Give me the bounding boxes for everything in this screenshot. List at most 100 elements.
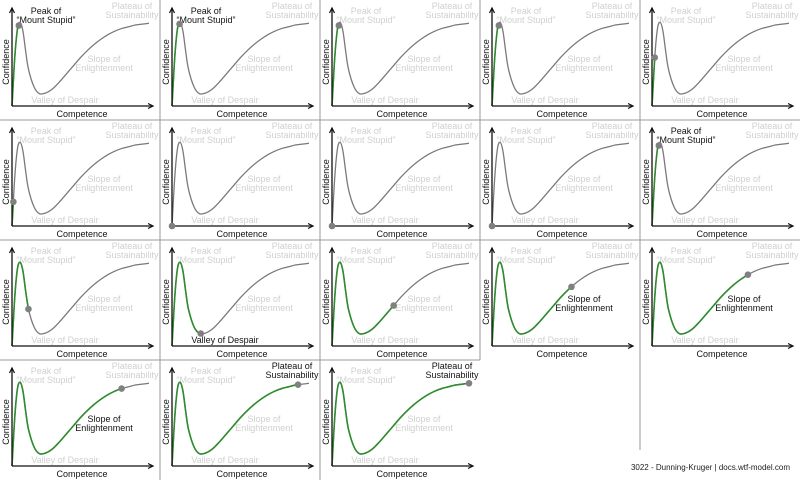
position-marker [390, 302, 397, 309]
progress-curve [491, 261, 572, 347]
y-axis-arrow-icon [168, 126, 176, 134]
x-axis-arrow-icon [307, 462, 315, 470]
stage-label-peak: Peak of “Mount Stupid” [16, 6, 75, 25]
panel-1: Peak of “Mount Stupid” Valley of Despair Sl… [1, 1, 159, 119]
x-axis-title: Competence [376, 469, 427, 479]
position-marker [10, 198, 17, 206]
stage-label-slope: Slope of Enlightenment [555, 174, 613, 193]
panel-17: Peak of “Mount Stupid” Valley of Despair Sl… [161, 361, 319, 479]
x-axis-arrow-icon [787, 342, 795, 350]
stage-label-valley: Valley of Despair [31, 455, 98, 465]
progress-curve [171, 381, 299, 467]
stage-label-peak: Peak of “Mount Stupid” [176, 246, 235, 265]
progress-curve [331, 261, 395, 347]
y-axis-title: Confidence [161, 159, 171, 205]
x-axis-arrow-icon [467, 462, 475, 470]
progress-curve [11, 24, 20, 107]
y-axis-arrow-icon [328, 126, 336, 134]
position-marker [176, 20, 183, 28]
x-axis-arrow-icon [147, 222, 155, 230]
stage-label-plateau: Plateau of Sustainability [425, 361, 479, 380]
stage-label-valley: Valley of Despair [351, 215, 418, 225]
stage-label-plateau: Plateau of Sustainability [265, 1, 319, 20]
x-axis-title: Competence [376, 229, 427, 239]
stage-label-peak: Peak of “Mount Stupid” [336, 366, 395, 385]
stage-label-peak: Peak of “Mount Stupid” [336, 246, 395, 265]
progress-curve [11, 261, 30, 347]
stage-label-plateau: Plateau of Sustainability [425, 1, 479, 20]
position-marker [495, 22, 503, 29]
stage-label-peak: Peak of “Mount Stupid” [656, 246, 715, 265]
x-axis-arrow-icon [307, 222, 315, 230]
y-axis-arrow-icon [328, 246, 336, 254]
confidence-curve [651, 21, 790, 107]
x-axis-title: Competence [536, 109, 587, 119]
x-axis-arrow-icon [147, 462, 155, 470]
stage-label-plateau: Plateau of Sustainability [585, 121, 639, 140]
stage-label-valley: Valley of Despair [671, 335, 738, 345]
stage-label-valley: Valley of Despair [511, 215, 578, 225]
stage-label-valley: Valley of Despair [511, 95, 578, 105]
stage-label-slope: Slope of Enlightenment [75, 54, 133, 73]
position-marker [294, 381, 302, 388]
x-axis-title: Competence [56, 229, 107, 239]
position-marker [488, 222, 496, 230]
position-marker [25, 305, 32, 313]
panel-11: Peak of “Mount Stupid” Valley of Despair Sl… [1, 241, 159, 359]
stage-label-slope: Slope of Enlightenment [235, 54, 293, 73]
y-axis-arrow-icon [488, 246, 496, 254]
y-axis-arrow-icon [648, 6, 656, 14]
stage-label-valley: Valley of Despair [351, 335, 418, 345]
x-axis-arrow-icon [627, 102, 635, 110]
confidence-curve [11, 21, 150, 107]
x-axis-arrow-icon [627, 222, 635, 230]
x-axis-arrow-icon [467, 222, 475, 230]
stage-label-slope: Slope of Enlightenment [395, 54, 453, 73]
stage-label-slope: Slope of Enlightenment [235, 294, 293, 313]
stage-label-plateau: Plateau of Sustainability [585, 1, 639, 20]
y-axis-arrow-icon [168, 366, 176, 374]
stage-label-peak: Peak of “Mount Stupid” [16, 366, 75, 385]
x-axis-arrow-icon [627, 342, 635, 350]
y-axis-title: Confidence [641, 159, 651, 205]
stage-label-peak: Peak of “Mount Stupid” [176, 6, 235, 25]
progress-curve [491, 24, 500, 107]
confidence-curve [491, 21, 630, 107]
stage-label-slope: Slope of Enlightenment [395, 294, 453, 313]
confidence-curve [331, 21, 470, 107]
y-axis-title: Confidence [161, 399, 171, 445]
stage-label-slope: Slope of Enlightenment [715, 174, 773, 193]
stage-label-valley: Valley of Despair [671, 215, 738, 225]
stage-label-plateau: Plateau of Sustainability [105, 361, 159, 380]
y-axis-arrow-icon [8, 246, 16, 254]
stage-label-valley: Valley of Despair [191, 215, 258, 225]
stage-label-peak: Peak of “Mount Stupid” [656, 126, 715, 145]
progress-curve [651, 144, 660, 227]
y-axis-title: Confidence [1, 39, 11, 85]
panel-4: Peak of “Mount Stupid” Valley of Despair Sl… [481, 1, 639, 119]
x-axis-title: Competence [536, 349, 587, 359]
stage-label-slope: Slope of Enlightenment [395, 414, 453, 433]
stage-label-slope: Slope of Enlightenment [75, 174, 133, 193]
stage-label-slope: Slope of Enlightenment [715, 54, 773, 73]
stage-label-plateau: Plateau of Sustainability [265, 361, 319, 380]
position-marker [15, 22, 23, 29]
stage-label-valley: Valley of Despair [511, 335, 578, 345]
position-marker [651, 54, 659, 61]
x-axis-arrow-icon [147, 342, 155, 350]
stage-label-plateau: Plateau of Sustainability [745, 121, 799, 140]
y-axis-arrow-icon [168, 246, 176, 254]
y-axis-title: Confidence [641, 39, 651, 85]
stage-label-valley: Valley of Despair [31, 95, 98, 105]
y-axis-arrow-icon [168, 6, 176, 14]
position-marker [465, 379, 473, 387]
panel-8: Peak of “Mount Stupid” Valley of Despair Sl… [321, 121, 479, 239]
confidence-curve [651, 141, 790, 227]
x-axis-arrow-icon [787, 102, 795, 110]
stage-label-slope: Slope of Enlightenment [555, 54, 613, 73]
stage-label-plateau: Plateau of Sustainability [105, 121, 159, 140]
panel-7: Peak of “Mount Stupid” Valley of Despair Sl… [161, 121, 319, 239]
x-axis-arrow-icon [787, 222, 795, 230]
x-axis-title: Competence [216, 469, 267, 479]
stage-label-plateau: Plateau of Sustainability [585, 241, 639, 260]
